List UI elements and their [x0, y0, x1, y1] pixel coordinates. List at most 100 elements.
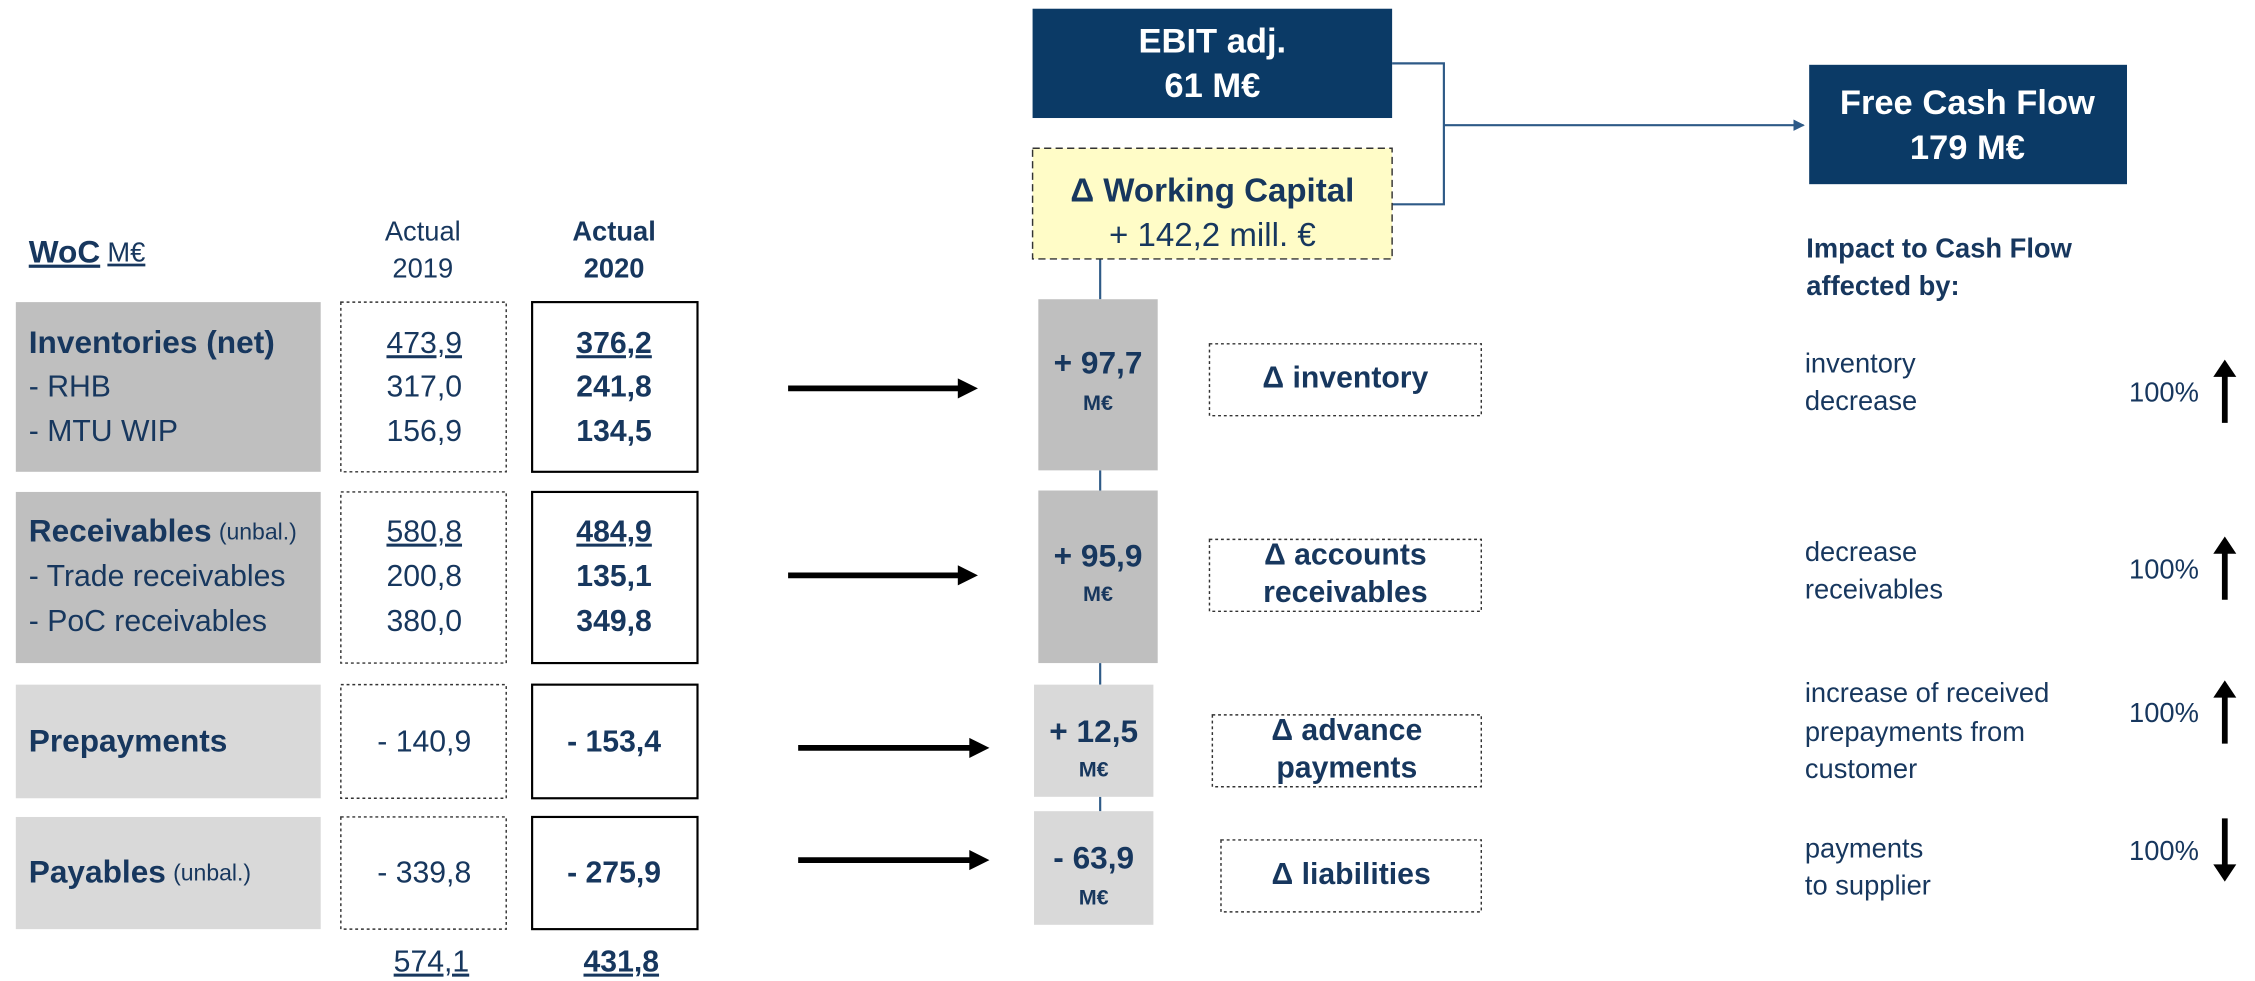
value-2020-box [531, 490, 699, 665]
row-label-qualifier: (unbal.) [219, 519, 297, 545]
driver-box [1220, 839, 1483, 913]
row-label: Prepayments [29, 723, 228, 759]
value-2019: 200,8 [386, 560, 462, 593]
impact-percent: 100% [2129, 376, 2199, 407]
ebit-text: EBIT adj. [1139, 22, 1287, 60]
delta-box [1038, 490, 1158, 664]
row-label-box [15, 684, 321, 799]
value-2020: 135,1 [576, 560, 652, 593]
row-label-qualifier: (unbal.) [173, 860, 251, 886]
delta-box [1034, 811, 1154, 925]
impact-text: payments [1805, 832, 1923, 863]
value-2020-box [531, 815, 699, 931]
direction-arrow-head [2213, 359, 2237, 377]
col-2020-header: Actual [572, 215, 655, 246]
impact-text: inventory [1805, 348, 1916, 379]
value-2020: 134,5 [576, 415, 652, 448]
delta-value: + 95,9 [1054, 537, 1143, 573]
driver-box [1208, 343, 1483, 417]
col-2019-header: Actual [385, 215, 461, 246]
value-2019: 580,8 [386, 516, 462, 549]
value-2020: 349,8 [576, 605, 652, 638]
col-2020-header: 2020 [584, 253, 645, 284]
delta-unit: M€ [1083, 581, 1113, 606]
flow-arrow-head [969, 737, 990, 758]
row-label-box [15, 491, 321, 664]
row-label-main: Inventories (net) [29, 325, 275, 361]
impact-percent: 100% [2129, 697, 2199, 728]
impact-text: prepayments from [1805, 716, 2025, 747]
ebit-box [1032, 8, 1393, 119]
value-2019: - 140,9 [377, 726, 471, 759]
direction-arrow-head [2213, 536, 2237, 554]
impact-text: decrease [1805, 385, 1917, 416]
value-2019: - 339,8 [377, 856, 471, 889]
impact-text: to supplier [1805, 870, 1931, 901]
value-2020: - 153,4 [567, 726, 661, 759]
value-2019: 473,9 [386, 327, 462, 360]
row-label-main: Prepayments [29, 723, 228, 759]
value-2019-box [340, 816, 507, 930]
row-label: Inventories (net) [29, 325, 275, 361]
value-2020: - 275,9 [567, 856, 661, 889]
delta-unit: M€ [1079, 757, 1109, 782]
impact-title: Impact to Cash Flow [1806, 233, 2072, 264]
free-cash-flow-text: Free Cash Flow [1840, 84, 2095, 122]
flow-arrow-head [957, 565, 978, 586]
col-2019-header: 2019 [392, 253, 453, 284]
value-2019-box [340, 491, 507, 664]
value-2020-box [531, 683, 699, 800]
free-cash-flow-box [1809, 64, 2128, 185]
total-2020: 431,8 [584, 946, 660, 979]
delta-box [1034, 684, 1154, 797]
total-2019: 574,1 [394, 946, 470, 979]
driver-text: Δ advance [1271, 714, 1422, 747]
connectors [1099, 62, 1805, 812]
free-cash-flow-text: 179 M€ [1910, 129, 2025, 167]
row-label-box [15, 816, 321, 930]
woc-unit: M€ [107, 237, 145, 268]
value-2019: 317,0 [386, 370, 462, 403]
row-sub-label: - PoC receivables [29, 605, 267, 638]
value-2019-box [340, 683, 507, 799]
delta-unit: M€ [1083, 390, 1113, 415]
ebit-text: 61 M€ [1164, 67, 1260, 105]
value-2019-box [340, 301, 507, 473]
row-sub-label: - RHB [29, 370, 111, 403]
row-label-box [15, 302, 321, 472]
impact-title: affected by: [1806, 270, 1959, 301]
driver-text: payments [1276, 751, 1417, 784]
row-sub-label: - Trade receivables [29, 560, 286, 593]
working-capital-box [1031, 147, 1393, 260]
impact-percent: 100% [2129, 835, 2199, 866]
impact-text: increase of received [1805, 677, 2049, 708]
value-2020: 484,9 [576, 516, 652, 549]
impact-text: customer [1805, 753, 1917, 784]
driver-box [1211, 714, 1483, 788]
direction-arrow-head [2213, 680, 2237, 698]
impact-percent: 100% [2129, 553, 2199, 584]
flow-arrow-head [969, 850, 990, 871]
driver-text: Δ inventory [1262, 362, 1428, 395]
impact-text: decrease [1805, 536, 1917, 567]
driver-text: Δ accounts [1264, 539, 1427, 572]
row-sub-label: - MTU WIP [29, 415, 178, 448]
driver-text: Δ liabilities [1271, 858, 1430, 891]
row-label: Receivables (unbal.) [29, 513, 297, 549]
value-2019: 380,0 [386, 605, 462, 638]
row-label-main: Payables [29, 854, 166, 890]
value-2020: 376,2 [576, 327, 652, 360]
working-capital-text: + 142,2 mill. € [1109, 217, 1316, 254]
woc: WoC [29, 234, 100, 270]
delta-value: - 63,9 [1053, 839, 1134, 875]
delta-value: + 97,7 [1054, 345, 1143, 381]
impact-text: receivables [1805, 573, 1943, 604]
direction-arrow-head [2213, 864, 2237, 882]
woc-header: WoC M€ [29, 234, 146, 270]
working-capital-text: Δ Working Capital [1070, 173, 1354, 210]
delta-unit: M€ [1079, 885, 1109, 910]
row-label: Payables (unbal.) [29, 854, 251, 890]
driver-box [1208, 538, 1483, 613]
